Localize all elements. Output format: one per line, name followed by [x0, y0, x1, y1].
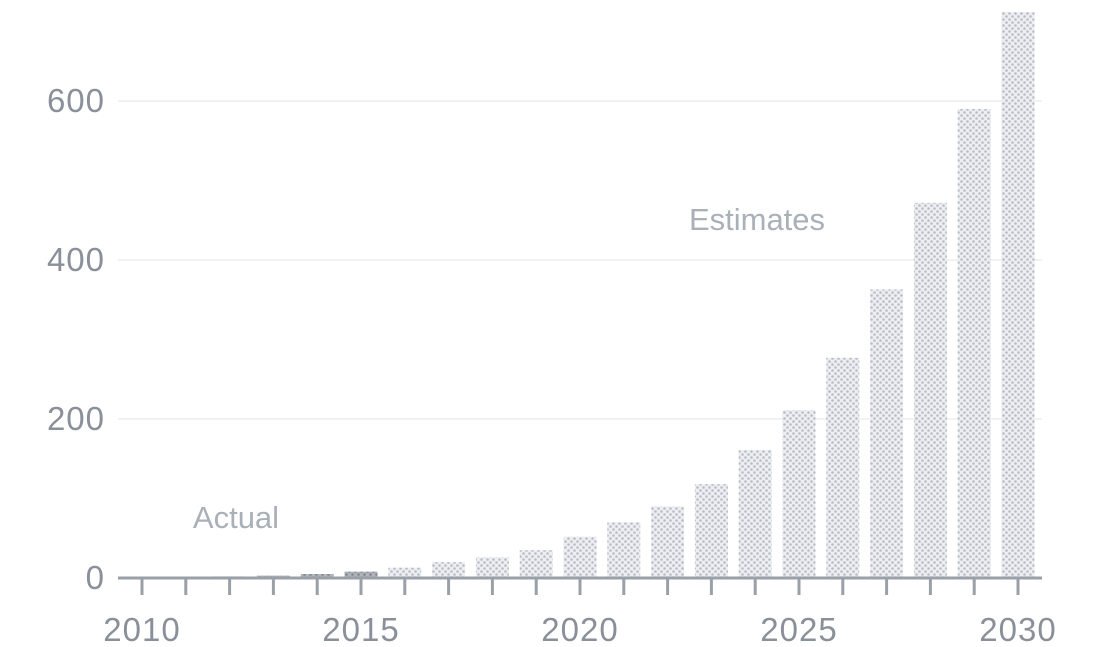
annotation-actual: Actual [193, 500, 279, 535]
bar-2015 [344, 571, 378, 578]
x-tick-label-2015: 2015 [322, 611, 399, 647]
x-tick-label-2010: 2010 [103, 611, 180, 647]
bar-2023 [694, 484, 728, 578]
y-axis: 0 200 400 600 [47, 82, 105, 596]
bar-2026 [826, 357, 860, 578]
x-tick-label-2020: 2020 [541, 611, 618, 647]
annotation-estimates: Estimates [689, 202, 825, 237]
bar-2027 [870, 289, 904, 578]
bar-2018 [475, 557, 509, 578]
y-tick-label-0: 0 [86, 559, 105, 596]
bar-2029 [957, 108, 991, 578]
bar-2014 [300, 574, 334, 578]
x-axis [118, 576, 1042, 595]
x-tick-labels: 2010 2015 2020 2025 2030 [103, 611, 1056, 647]
bar-2019 [519, 550, 553, 578]
bar-2028 [913, 202, 947, 578]
bar-2017 [432, 562, 466, 578]
y-tick-label-200: 200 [47, 400, 105, 437]
bars [125, 11, 1035, 578]
bar-2020 [563, 536, 597, 578]
annotations: Actual Estimates [193, 202, 825, 535]
y-tick-label-400: 400 [47, 241, 105, 278]
bar-2025 [782, 410, 816, 578]
bar-2024 [738, 450, 772, 578]
bar-2030 [1001, 11, 1035, 578]
bar-2022 [651, 506, 685, 578]
x-tick-label-2030: 2030 [979, 611, 1056, 647]
y-tick-label-600: 600 [47, 82, 105, 119]
bar-2016 [388, 567, 422, 578]
gridlines [118, 100, 1042, 420]
bar-2021 [607, 522, 641, 578]
x-tick-label-2025: 2025 [760, 611, 837, 647]
